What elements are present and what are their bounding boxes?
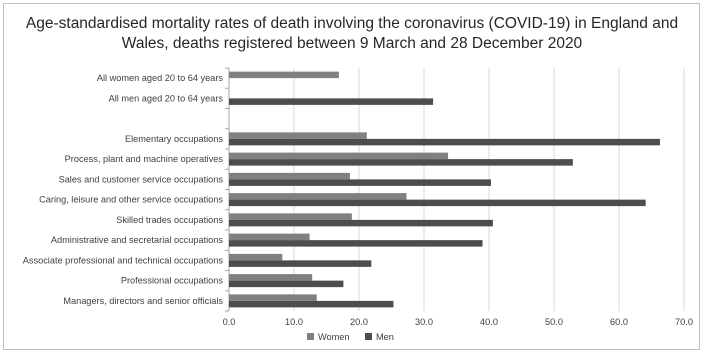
category-label: All women aged 20 to 64 years	[97, 73, 224, 83]
women-bar	[229, 172, 350, 180]
x-tick-label: 50.0	[545, 317, 563, 327]
women-bar	[229, 193, 407, 200]
women-bar	[229, 152, 449, 160]
legend-swatch-women	[307, 333, 314, 340]
x-tick-label: 20.0	[350, 317, 368, 327]
men-bar	[229, 240, 483, 247]
men-bar	[229, 219, 493, 227]
x-tick-label: 30.0	[415, 317, 433, 327]
category-label: Managers, directors and senior officials	[63, 296, 223, 306]
x-tick-label: 10.0	[285, 317, 303, 327]
women-bar	[229, 253, 283, 261]
men-bar	[229, 159, 573, 166]
women-bar	[229, 233, 310, 241]
legend-label-women: Women	[318, 332, 350, 342]
category-label: Sales and customer service occupations	[59, 174, 224, 184]
category-label: Administrative and secretarial occupatio…	[51, 235, 224, 245]
category-label: Skilled trades occupations	[116, 215, 223, 225]
men-bar	[229, 179, 491, 186]
x-tick-label: 60.0	[610, 317, 628, 327]
category-label: Elementary occupations	[125, 134, 223, 144]
men-bar	[229, 199, 646, 207]
women-bar	[229, 71, 339, 79]
category-label: Caring, leisure and other service occupa…	[39, 195, 223, 205]
x-tick-label: 0.0	[223, 317, 236, 327]
men-bar	[229, 98, 434, 105]
men-bar	[229, 300, 394, 308]
category-label: All men aged 20 to 64 years	[109, 93, 224, 103]
x-tick-label: 40.0	[480, 317, 498, 327]
legend-swatch-men	[365, 333, 372, 340]
category-label: Associate professional and technical occ…	[23, 255, 224, 265]
women-bar	[229, 213, 352, 220]
category-label: Process, plant and machine operatives	[65, 154, 224, 164]
chart-frame	[3, 3, 700, 350]
chart-title: Age-standardised mortality rates of deat…	[25, 15, 679, 52]
x-tick-label: 70.0	[675, 317, 693, 327]
men-bar	[229, 280, 344, 288]
category-label: Professional occupations	[121, 276, 224, 286]
women-bar	[229, 274, 313, 281]
women-bar	[229, 294, 317, 301]
men-bar	[229, 260, 372, 267]
men-bar	[229, 138, 660, 146]
women-bar	[229, 132, 367, 139]
legend-label-men: Men	[376, 332, 394, 342]
